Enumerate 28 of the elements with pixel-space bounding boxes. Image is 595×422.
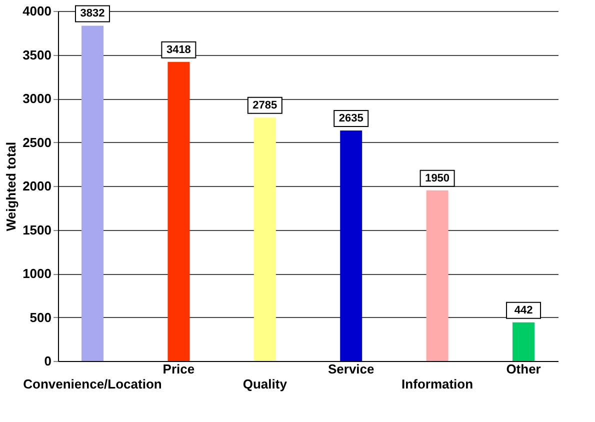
data-label: 1950 (425, 172, 450, 184)
bar (512, 322, 535, 361)
x-tick-label: Convenience/Location (23, 376, 162, 392)
y-tick-label: 0 (44, 354, 52, 368)
y-tick-label: 3000 (22, 91, 52, 106)
bar (254, 117, 276, 361)
y-tick-label: 1000 (22, 266, 52, 281)
data-label: 442 (514, 304, 533, 316)
x-tick-label: Service (328, 362, 374, 376)
bar (340, 130, 362, 361)
data-label: 2635 (338, 112, 364, 124)
y-tick-label: 4000 (22, 4, 52, 18)
y-tick-label: 1500 (22, 222, 52, 238)
x-tick-label: Other (506, 362, 541, 376)
data-label: 3418 (166, 44, 191, 56)
y-tick-label: 3500 (22, 47, 52, 62)
y-tick-label: 500 (30, 310, 52, 325)
bar (168, 62, 190, 361)
x-tick-label: Information (402, 376, 474, 392)
x-tick-label: Price (162, 362, 195, 376)
y-tick-label: 2000 (22, 178, 52, 194)
x-tick-label: Quality (242, 376, 288, 392)
y-axis-title: Weighted total (4, 142, 19, 232)
bar (426, 190, 448, 361)
y-tick-label: 2500 (22, 134, 52, 150)
bar (81, 26, 104, 361)
data-label: 3832 (80, 8, 105, 20)
data-label: 2785 (252, 99, 278, 112)
